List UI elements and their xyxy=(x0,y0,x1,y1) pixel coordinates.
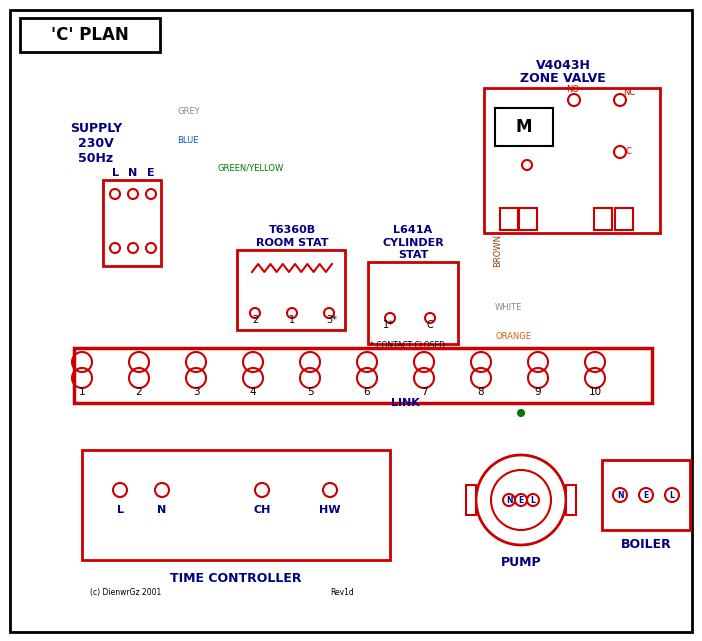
Text: 3: 3 xyxy=(192,387,199,397)
Text: SUPPLY: SUPPLY xyxy=(70,122,122,135)
Text: C: C xyxy=(427,320,433,330)
Text: L641A: L641A xyxy=(393,225,432,235)
FancyBboxPatch shape xyxy=(237,250,345,330)
Text: 3*: 3* xyxy=(326,315,338,325)
Text: 2: 2 xyxy=(135,387,143,397)
FancyBboxPatch shape xyxy=(615,208,633,230)
Text: E: E xyxy=(147,168,155,178)
FancyBboxPatch shape xyxy=(82,450,390,560)
Text: ZONE VALVE: ZONE VALVE xyxy=(520,72,606,85)
FancyBboxPatch shape xyxy=(368,262,458,344)
Text: BLUE: BLUE xyxy=(177,136,199,145)
Text: CH: CH xyxy=(253,505,271,515)
Text: BROWN: BROWN xyxy=(493,234,502,267)
Text: M: M xyxy=(516,118,532,136)
FancyBboxPatch shape xyxy=(602,460,690,530)
FancyBboxPatch shape xyxy=(20,18,160,52)
FancyBboxPatch shape xyxy=(500,208,518,230)
Text: (c) DienwrGz 2001: (c) DienwrGz 2001 xyxy=(90,588,161,597)
Text: PUMP: PUMP xyxy=(501,556,541,569)
Text: 50Hz: 50Hz xyxy=(79,151,114,165)
Text: 9: 9 xyxy=(535,387,541,397)
Text: Rev1d: Rev1d xyxy=(330,588,354,597)
Text: 1: 1 xyxy=(289,315,295,325)
FancyBboxPatch shape xyxy=(10,10,692,632)
Text: L: L xyxy=(117,505,124,515)
Text: V4043H: V4043H xyxy=(536,58,590,72)
Text: ROOM STAT: ROOM STAT xyxy=(256,238,329,248)
Text: TIME CONTROLLER: TIME CONTROLLER xyxy=(171,572,302,585)
FancyBboxPatch shape xyxy=(103,180,161,266)
Text: T6360B: T6360B xyxy=(268,225,316,235)
Text: 5: 5 xyxy=(307,387,313,397)
FancyBboxPatch shape xyxy=(594,208,612,230)
FancyBboxPatch shape xyxy=(566,485,576,515)
Text: STAT: STAT xyxy=(398,250,428,260)
Circle shape xyxy=(518,410,524,416)
Text: 7: 7 xyxy=(420,387,428,397)
Text: LINK: LINK xyxy=(390,398,419,408)
FancyBboxPatch shape xyxy=(74,348,652,403)
Text: 10: 10 xyxy=(588,387,602,397)
Text: 'C' PLAN: 'C' PLAN xyxy=(51,26,129,44)
Text: L: L xyxy=(531,495,536,504)
Text: 230V: 230V xyxy=(78,137,114,149)
Text: HW: HW xyxy=(319,505,340,515)
Text: L: L xyxy=(670,490,675,499)
FancyBboxPatch shape xyxy=(466,485,476,515)
Text: N: N xyxy=(505,495,512,504)
Text: N: N xyxy=(617,490,623,499)
Text: 6: 6 xyxy=(364,387,371,397)
Text: WHITE: WHITE xyxy=(495,303,522,312)
Text: 4: 4 xyxy=(250,387,256,397)
FancyBboxPatch shape xyxy=(519,208,537,230)
Text: E: E xyxy=(643,490,649,499)
Text: NC: NC xyxy=(623,88,635,97)
Text: GREEN/YELLOW: GREEN/YELLOW xyxy=(217,163,283,172)
FancyBboxPatch shape xyxy=(495,108,553,146)
Text: 1*: 1* xyxy=(383,320,393,330)
Text: NO: NO xyxy=(566,85,579,94)
Text: 8: 8 xyxy=(477,387,484,397)
Text: N: N xyxy=(128,168,138,178)
Text: N: N xyxy=(157,505,166,515)
Text: FOR HEAT: FOR HEAT xyxy=(370,361,408,370)
Text: C: C xyxy=(625,147,631,156)
Text: E: E xyxy=(518,495,524,504)
Text: L: L xyxy=(112,168,119,178)
Text: * CONTACT CLOSED: * CONTACT CLOSED xyxy=(370,341,445,350)
Text: ORANGE: ORANGE xyxy=(495,332,531,341)
Text: MEANS CALLING: MEANS CALLING xyxy=(370,351,432,360)
Text: 2: 2 xyxy=(252,315,258,325)
FancyBboxPatch shape xyxy=(484,88,660,233)
Text: CYLINDER: CYLINDER xyxy=(382,238,444,248)
Text: GREY: GREY xyxy=(177,107,199,116)
Text: 1: 1 xyxy=(79,387,86,397)
Text: BOILER: BOILER xyxy=(621,538,671,551)
